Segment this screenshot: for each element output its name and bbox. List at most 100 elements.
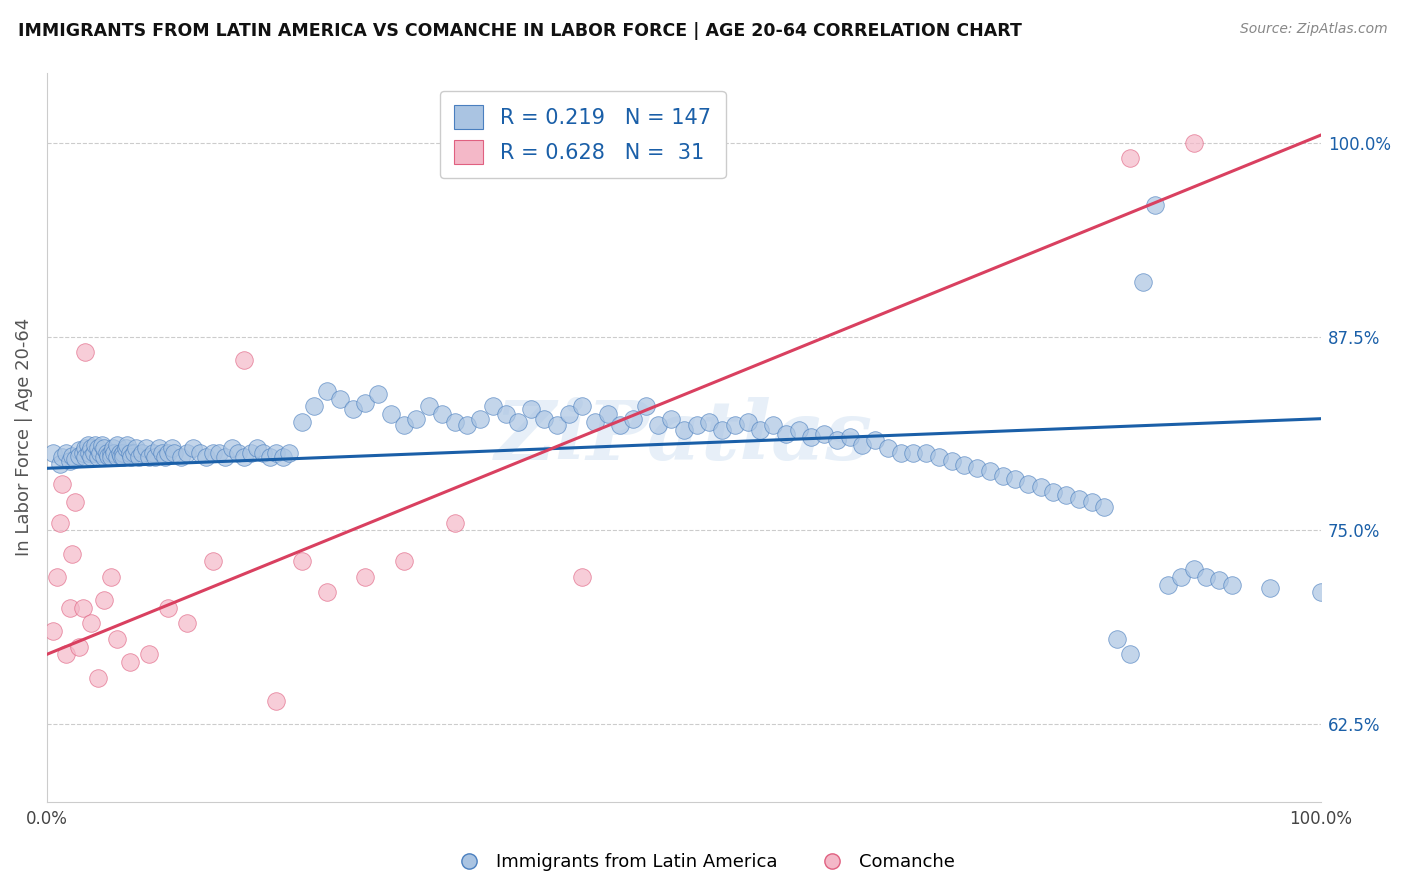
Point <box>100 446 122 460</box>
Point <box>1017 476 1039 491</box>
Point <box>112 450 135 465</box>
Point <box>264 446 287 460</box>
Point <box>1157 577 1180 591</box>
Point <box>659 411 682 425</box>
Point <box>405 411 427 425</box>
Point <box>221 441 243 455</box>
Point <box>118 655 141 669</box>
Point <box>67 449 90 463</box>
Point <box>259 450 281 465</box>
Point <box>96 446 118 460</box>
Point <box>105 450 128 465</box>
Point <box>800 430 823 444</box>
Point <box>55 648 77 662</box>
Point <box>90 438 112 452</box>
Point <box>150 446 173 460</box>
Point <box>966 461 988 475</box>
Point <box>176 616 198 631</box>
Point <box>60 449 83 463</box>
Point <box>89 446 111 460</box>
Point <box>233 352 256 367</box>
Point <box>876 441 898 455</box>
Point <box>48 516 70 530</box>
Point <box>1144 198 1167 212</box>
Point <box>75 441 97 455</box>
Point <box>1182 136 1205 150</box>
Point <box>443 415 465 429</box>
Point <box>915 446 938 460</box>
Text: ZiPatlas: ZiPatlas <box>495 397 873 477</box>
Point <box>482 399 505 413</box>
Point <box>291 415 314 429</box>
Point <box>63 495 86 509</box>
Point <box>97 449 120 463</box>
Point <box>208 446 231 460</box>
Point <box>890 446 912 460</box>
Point <box>762 417 785 432</box>
Point <box>621 411 644 425</box>
Point <box>100 570 122 584</box>
Point <box>76 438 98 452</box>
Point <box>583 415 606 429</box>
Point <box>1094 500 1116 514</box>
Point <box>93 441 115 455</box>
Point <box>825 434 848 448</box>
Point <box>443 516 465 530</box>
Point <box>354 570 377 584</box>
Legend: R = 0.219   N = 147, R = 0.628   N =  31: R = 0.219 N = 147, R = 0.628 N = 31 <box>440 91 725 178</box>
Point <box>110 449 132 463</box>
Point <box>72 600 94 615</box>
Point <box>456 417 478 432</box>
Point <box>122 446 145 460</box>
Point <box>634 399 657 413</box>
Point <box>201 554 224 568</box>
Point <box>183 441 205 455</box>
Point <box>108 446 131 460</box>
Point <box>903 446 925 460</box>
Point <box>77 446 100 460</box>
Point <box>48 457 70 471</box>
Point <box>1208 573 1230 587</box>
Point <box>941 453 963 467</box>
Y-axis label: In Labor Force | Age 20-64: In Labor Force | Age 20-64 <box>15 318 32 557</box>
Point <box>87 441 110 455</box>
Point <box>863 434 886 448</box>
Point <box>928 450 950 465</box>
Point <box>112 446 135 460</box>
Point <box>42 446 65 460</box>
Point <box>571 570 593 584</box>
Point <box>67 442 90 457</box>
Point <box>156 600 179 615</box>
Point <box>252 446 274 460</box>
Point <box>672 423 695 437</box>
Point <box>647 417 669 432</box>
Point <box>596 407 619 421</box>
Point <box>128 450 150 465</box>
Point <box>342 402 364 417</box>
Point <box>1310 585 1333 599</box>
Point <box>115 441 138 455</box>
Point <box>1119 648 1142 662</box>
Point <box>1067 492 1090 507</box>
Point <box>418 399 440 413</box>
Point <box>571 399 593 413</box>
Point <box>271 450 294 465</box>
Point <box>520 402 543 417</box>
Point <box>143 450 166 465</box>
Point <box>93 450 115 465</box>
Point <box>233 450 256 465</box>
Point <box>699 415 721 429</box>
Point <box>533 411 555 425</box>
Point <box>135 441 157 455</box>
Point <box>80 616 103 631</box>
Point <box>367 387 389 401</box>
Point <box>155 450 177 465</box>
Point <box>1182 562 1205 576</box>
Point <box>392 417 415 432</box>
Text: IMMIGRANTS FROM LATIN AMERICA VS COMANCHE IN LABOR FORCE | AGE 20-64 CORRELATION: IMMIGRANTS FROM LATIN AMERICA VS COMANCH… <box>18 22 1022 40</box>
Point <box>60 547 83 561</box>
Point <box>558 407 581 421</box>
Point <box>101 441 124 455</box>
Point <box>979 464 1001 478</box>
Point <box>264 694 287 708</box>
